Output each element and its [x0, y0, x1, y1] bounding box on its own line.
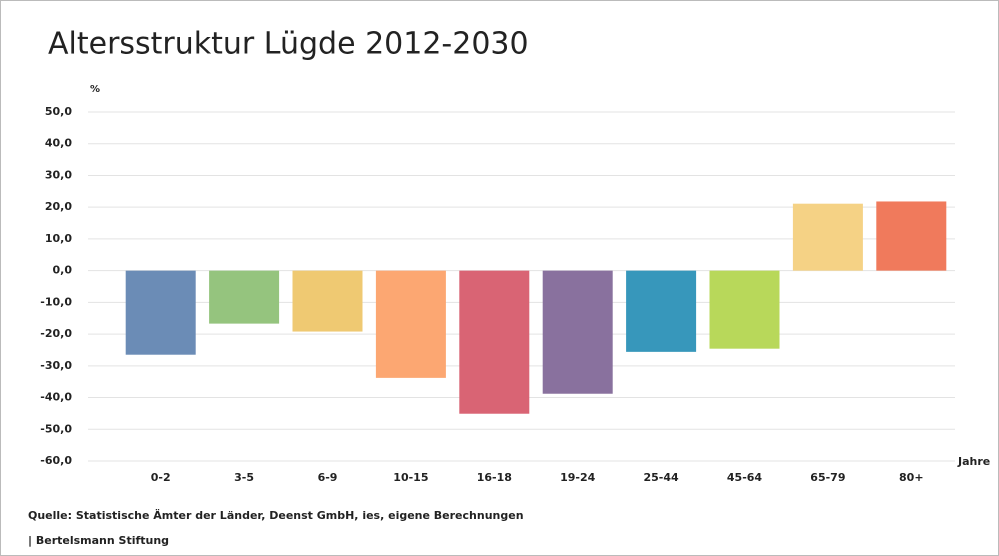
x-tick-label: 45-64	[727, 471, 763, 484]
y-tick-label: 40,0	[45, 137, 72, 150]
y-tick-label: -40,0	[40, 391, 72, 404]
y-tick-label: -20,0	[40, 327, 72, 340]
bar	[792, 203, 863, 271]
x-tick-label: 10-15	[393, 471, 428, 484]
y-tick-label: -30,0	[40, 359, 72, 372]
x-tick-label: 65-79	[810, 471, 845, 484]
bar	[459, 270, 530, 414]
y-tick-label: -10,0	[40, 295, 72, 308]
bar	[209, 270, 280, 324]
x-tick-label: 19-24	[560, 471, 596, 484]
x-tick-label: 25-44	[644, 471, 680, 484]
chart-title: Altersstruktur Lügde 2012-2030	[48, 27, 529, 62]
x-tick-label: 3-5	[234, 471, 254, 484]
y-tick-label: 30,0	[45, 168, 72, 181]
bar	[626, 270, 697, 352]
bar	[542, 270, 613, 394]
x-tick-label: 80+	[899, 471, 924, 484]
credit: | Bertelsmann Stiftung	[28, 534, 169, 547]
y-tick-label: -60,0	[40, 454, 72, 467]
bar	[292, 270, 363, 332]
x-tick-label: 0-2	[151, 471, 171, 484]
x-tick-label: 6-9	[318, 471, 338, 484]
y-tick-label: 50,0	[45, 105, 72, 118]
y-tick-label: -50,0	[40, 422, 72, 435]
x-axis-label: Jahre	[957, 455, 990, 468]
bar	[876, 201, 947, 271]
source: Quelle: Statistische Ämter der Länder, D…	[28, 508, 524, 522]
y-tick-label: 10,0	[45, 232, 72, 245]
y-axis-label: %	[90, 84, 100, 95]
x-tick-label: 16-18	[477, 471, 512, 484]
y-tick-label: 20,0	[45, 200, 72, 213]
bar	[375, 270, 446, 378]
bar	[125, 270, 196, 355]
y-tick-label: 0,0	[53, 264, 73, 277]
bar	[709, 270, 780, 349]
